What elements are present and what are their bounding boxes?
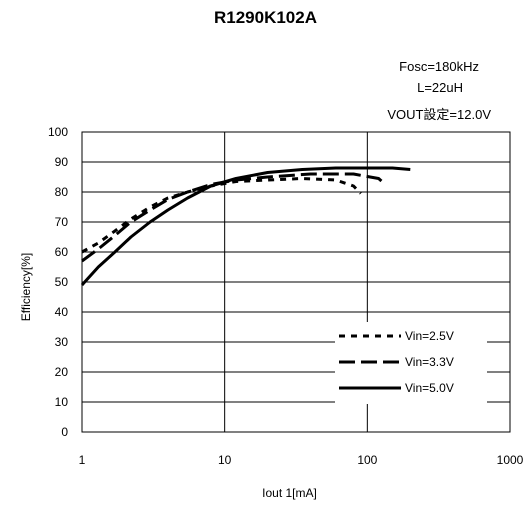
- legend-box: [335, 322, 487, 404]
- series-line-2: [81, 172, 385, 263]
- x-tick-label: 1: [79, 453, 86, 467]
- legend-label-2: Vin=3.3V: [405, 355, 454, 369]
- y-tick-label: 100: [48, 125, 68, 139]
- y-tick-label: 90: [55, 155, 69, 169]
- y-tick-label: 10: [55, 395, 69, 409]
- y-tick-label: 80: [55, 185, 69, 199]
- annotation-vout: VOUT設定=12.0V: [387, 107, 491, 122]
- plot-frame: [81, 131, 511, 433]
- annotation-fosc: Fosc=180kHz: [399, 59, 479, 74]
- x-axis-label: Iout 1[mA]: [262, 486, 317, 500]
- y-tick-label: 50: [55, 275, 69, 289]
- x-tick-label: 10: [218, 453, 232, 467]
- chart-title: R1290K102A: [213, 8, 317, 27]
- legend-label-3: Vin=5.0V: [405, 381, 454, 395]
- y-tick-label: 0: [61, 425, 68, 439]
- y-tick-label: 30: [55, 335, 69, 349]
- y-tick-label: 40: [55, 305, 69, 319]
- legend-label-1: Vin=2.5V: [405, 329, 454, 343]
- series-line-3: [80, 166, 411, 287]
- x-tick-label: 100: [357, 453, 377, 467]
- annotation-inductance: L=22uH: [417, 80, 463, 95]
- y-tick-label: 60: [55, 245, 69, 259]
- y-tick-label: 20: [55, 365, 69, 379]
- y-tick-label: 70: [55, 215, 69, 229]
- x-tick-label: 1000: [497, 453, 524, 467]
- series-line-1: [81, 177, 362, 254]
